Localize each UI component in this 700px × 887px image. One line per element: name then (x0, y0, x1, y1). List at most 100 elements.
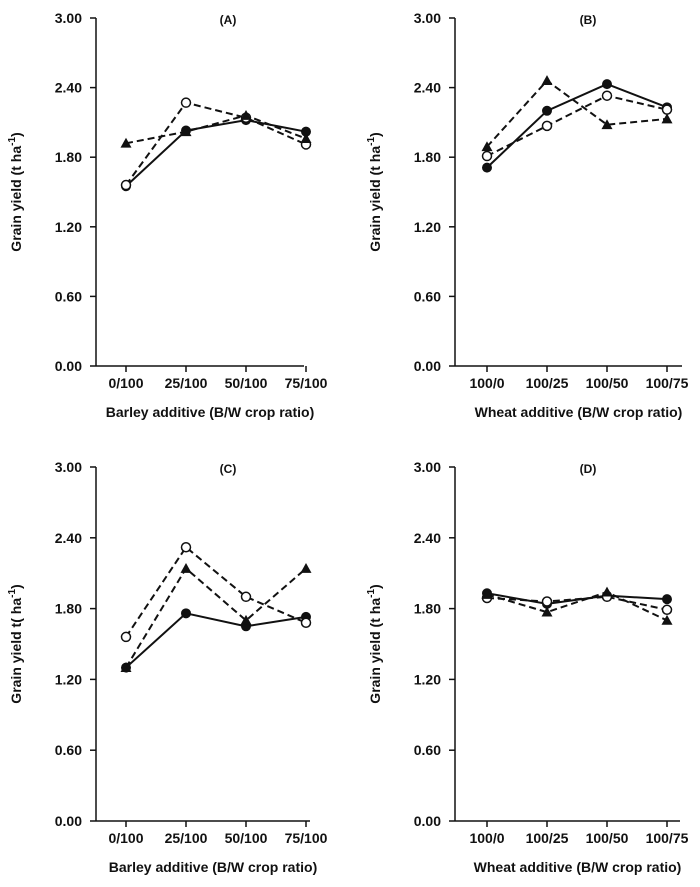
x-tick-label: 50/100 (225, 375, 268, 391)
data-point-filled-triangle (601, 586, 613, 597)
y-axis-title: Grain yield (t ha-1) (366, 584, 383, 703)
y-tick-label: 0.60 (414, 288, 441, 304)
y-tick-label: 1.80 (55, 601, 82, 617)
data-point-filled-circle (602, 79, 612, 90)
data-point-open-circle (120, 631, 132, 643)
series-line-filled-circle (125, 119, 307, 187)
data-point-filled-triangle (661, 614, 673, 625)
data-point-filled-circle (662, 594, 672, 605)
y-tick-label: 1.20 (55, 219, 82, 235)
data-point-filled-triangle (481, 141, 493, 152)
x-axis-title: Barley additive (B/W crop ratio) (106, 404, 314, 420)
y-axis-title: Grain yield (t ha-1) (366, 132, 383, 251)
panel-label: (D) (580, 462, 597, 476)
x-tick-label: 100/50 (586, 375, 629, 391)
x-tick-label: 50/100 (225, 830, 268, 846)
panel-label: (C) (220, 462, 237, 476)
x-tick-label: 25/100 (165, 830, 208, 846)
x-tick-label: 100/50 (586, 830, 629, 846)
x-tick-label: 75/100 (285, 830, 328, 846)
y-tick-label: 2.40 (55, 530, 82, 546)
panel-4: 0.00 0.60 1.20 1.80 2.40 3.00 100/0 100/25 100/5… (366, 459, 689, 875)
data-point-open-circle (300, 617, 312, 629)
x-tick-label: 100/75 (646, 375, 689, 391)
y-tick-label: 0.60 (55, 742, 82, 758)
x-axis-title: Wheat additive (B/W crop ratio) (475, 404, 683, 420)
data-point-filled-triangle (240, 109, 252, 120)
series-line-open-circle (125, 101, 307, 186)
series-line-open-circle (486, 595, 668, 611)
x-tick-label: 75/100 (285, 375, 328, 391)
y-tick-label: 0.00 (414, 358, 441, 374)
data-point-filled-triangle (541, 606, 553, 617)
y-tick-label: 1.20 (55, 671, 82, 687)
y-tick-label: 0.60 (55, 288, 82, 304)
data-point-filled-circle (181, 608, 191, 619)
data-point-filled-circle (542, 105, 552, 116)
y-tick-label: 0.00 (55, 813, 82, 829)
data-point-open-circle (180, 97, 192, 108)
x-tick-label: 100/75 (646, 830, 689, 846)
series-line-open-circle (486, 94, 668, 157)
data-point-filled-triangle (541, 75, 553, 86)
series-line-filled-triangle (486, 591, 668, 622)
x-axis-title: Barley additive (B/W crop ratio) (109, 859, 317, 875)
data-point-filled-triangle (240, 614, 252, 625)
x-tick-label: 100/25 (526, 830, 569, 846)
y-tick-label: 0.00 (55, 358, 82, 374)
x-tick-label: 0/100 (108, 830, 143, 846)
series-line-filled-circle (125, 612, 307, 669)
series-line-filled-triangle (125, 114, 307, 145)
series-line-open-circle (125, 545, 307, 638)
data-point-filled-triangle (300, 562, 312, 573)
data-point-open-circle (661, 104, 673, 115)
x-tick-label: 0/100 (108, 375, 143, 391)
panel-3: 0.00 0.60 1.20 1.80 2.40 3.00 0/100 25/100 50/10… (7, 459, 328, 875)
x-axis-title: Wheat additive (B/W crop ratio) (474, 859, 682, 875)
data-point-filled-triangle (481, 588, 493, 599)
data-point-filled-triangle (180, 126, 192, 137)
y-tick-label: 0.00 (414, 813, 441, 829)
series-line-filled-triangle (486, 79, 668, 148)
y-axis-title: Grain yield (t ha-1) (7, 132, 24, 251)
y-tick-label: 2.40 (55, 80, 82, 96)
y-tick-label: 2.40 (414, 530, 441, 546)
data-point-open-circle (601, 90, 613, 101)
data-point-filled-triangle (601, 119, 613, 130)
data-point-open-circle (240, 591, 252, 603)
y-tick-label: 1.80 (414, 149, 441, 165)
y-tick-label: 1.20 (414, 219, 441, 235)
data-point-open-circle (661, 604, 673, 616)
y-tick-label: 3.00 (55, 10, 82, 26)
x-tick-label: 25/100 (165, 375, 208, 391)
panel-1: 0.00 0.60 1.20 1.80 2.40 3.00 0/100 25/100 50/10… (7, 10, 328, 420)
y-tick-label: 1.20 (414, 671, 441, 687)
y-tick-label: 3.00 (55, 459, 82, 475)
series-line-filled-circle (486, 83, 668, 169)
y-tick-label: 2.40 (414, 80, 441, 96)
x-tick-label: 100/25 (526, 375, 569, 391)
data-point-filled-triangle (180, 562, 192, 573)
data-point-filled-triangle (120, 662, 132, 672)
data-point-open-circle (481, 150, 493, 162)
data-point-open-circle (541, 596, 553, 607)
data-point-filled-triangle (120, 137, 132, 148)
series-line-filled-triangle (125, 566, 307, 669)
y-tick-label: 3.00 (414, 10, 441, 26)
data-point-filled-triangle (300, 133, 312, 144)
y-tick-label: 3.00 (414, 459, 441, 475)
y-tick-label: 0.60 (414, 742, 441, 758)
data-point-filled-triangle (661, 113, 673, 124)
panel-label: (B) (580, 13, 597, 27)
y-tick-label: 1.80 (55, 149, 82, 165)
x-tick-label: 100/0 (469, 830, 504, 846)
data-point-filled-circle (482, 162, 492, 173)
panel-2: 0.00 0.60 1.20 1.80 2.40 3.00 100/0 100/25 100/5… (366, 10, 689, 420)
data-point-open-circle (120, 179, 132, 191)
panel-label: (A) (220, 13, 237, 27)
x-tick-label: 100/0 (469, 375, 504, 391)
y-axis-title: Grain yield t( ha-1) (7, 584, 24, 703)
data-point-open-circle (180, 541, 192, 553)
